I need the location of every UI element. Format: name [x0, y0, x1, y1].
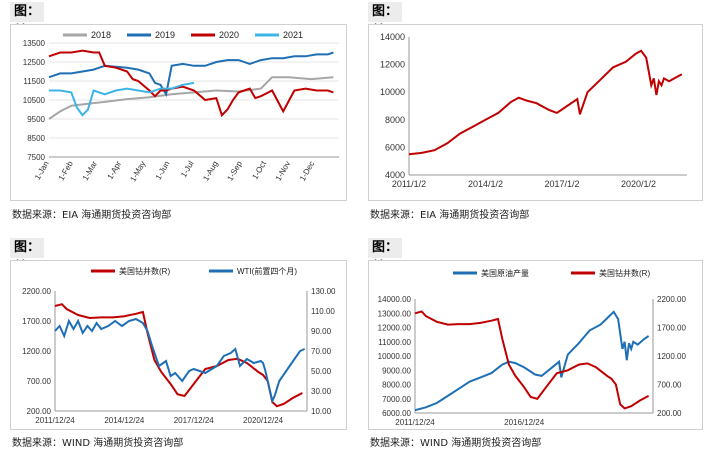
y-tick-label: 6000 — [385, 142, 405, 152]
y-right-tick-label: 700.00 — [657, 381, 682, 390]
data-source: 数据来源：EIA 海通期货投资咨询部 — [12, 210, 172, 221]
series-line-2020 — [48, 49, 334, 118]
x-tick-label: 1-Nov — [274, 160, 292, 183]
y-tick-label: 9500 — [27, 115, 45, 124]
chart-title: 图：美国原油产量与钻机数量 — [368, 238, 403, 375]
y-left-tick-label: 6000.00 — [382, 409, 411, 418]
y-tick-label: 8500 — [27, 134, 45, 143]
x-tick-label: 2014/12/24 — [104, 416, 145, 425]
chart-title: 图：美国原油产量 — [10, 2, 45, 79]
x-tick-label: 2014/1/2 — [468, 179, 503, 189]
legend-label: 美国原油产量 — [481, 268, 529, 278]
y-left-tick-label: 700.00 — [27, 377, 52, 386]
y-tick-label: 10000 — [380, 87, 405, 97]
legend-label: 2020 — [219, 30, 239, 40]
chart-frame: 14000 12000 10000 8000 6000 4000 2011/1/2 2014/… — [368, 24, 703, 201]
legend-label: 美国钻井数(R) — [599, 268, 650, 278]
legend-label: 2021 — [283, 30, 303, 40]
x-tick-label: 2011/12/24 — [35, 416, 75, 425]
y-left-tick-label: 11000.00 — [378, 338, 411, 347]
series-line-2019 — [48, 51, 334, 98]
y-left-tick-label: 13000.00 — [378, 309, 412, 318]
chart-frame: 13500 12500 11500 10500 9500 8500 7500 1-Jan 1-F… — [10, 24, 347, 201]
y-tick-label: 11500 — [23, 77, 45, 86]
series-line-美国钻井数(R) — [414, 310, 650, 410]
y-tick-label: 7500 — [27, 153, 45, 162]
x-tick-label: 1-Apr — [106, 159, 124, 181]
x-tick-label: 1-Jan — [33, 160, 51, 182]
y-right-tick-label: 50.00 — [311, 367, 332, 376]
y-left-tick-label: 8000.00 — [382, 381, 411, 390]
data-source: 数据来源：EIA 海通期货投资咨询部 — [370, 210, 530, 221]
y-tick-label: 8000 — [385, 115, 405, 125]
chart-svg: 14000.00 13000.00 12000.00 11000.00 10000.00… — [378, 268, 687, 427]
legend-label: WTI(前置四个月) — [237, 266, 297, 276]
y-left-tick-label: 1200.00 — [22, 347, 51, 356]
x-tick-label: 1-Dec — [298, 160, 316, 183]
x-tick-label: 2017/1/2 — [545, 179, 580, 189]
chart-title: 图：美国钻机数量与原油价格 — [10, 238, 45, 375]
x-tick-label: 2017/12/24 — [174, 416, 215, 425]
x-tick-label: 1-Sep — [225, 159, 244, 182]
y-left-tick-label: 200.00 — [27, 407, 52, 416]
y-right-tick-label: 1700.00 — [657, 324, 686, 333]
y-left-tick-label: 12000.00 — [378, 324, 412, 333]
y-left-tick-label: 9000.00 — [382, 366, 411, 375]
y-tick-label: 12500 — [23, 58, 46, 67]
y-right-tick-label: 10.00 — [311, 407, 332, 416]
y-right-tick-label: 110.00 — [311, 307, 335, 316]
y-tick-label: 14000 — [380, 32, 405, 42]
legend-label: 2018 — [91, 30, 111, 40]
y-left-tick-label: 14000.00 — [378, 295, 412, 304]
legend-label: 美国钻井数(R) — [119, 266, 170, 276]
x-tick-label: 1-Jul — [179, 159, 196, 179]
y-tick-label: 10500 — [23, 96, 46, 105]
legend-label: 2019 — [155, 30, 175, 40]
y-tick-label: 13500 — [23, 39, 46, 48]
chart-title: 图：美国原油产量 — [368, 2, 403, 79]
x-tick-label: 1-Feb — [57, 159, 76, 182]
x-tick-label: 2011/1/2 — [392, 179, 426, 189]
y-right-tick-label: 30.00 — [311, 387, 332, 396]
y-right-tick-label: 130.00 — [311, 287, 336, 296]
data-source: 数据来源：WIND 海通期货投资咨询部 — [370, 438, 542, 449]
y-left-tick-label: 7000.00 — [382, 395, 411, 404]
x-tick-label: 2011/12/24 — [395, 418, 435, 427]
series-line-production — [408, 49, 683, 156]
series-line-2021 — [49, 81, 195, 117]
x-tick-label: 2016/12/24 — [504, 418, 545, 427]
series-line-美国原油产量 — [414, 310, 650, 412]
series-line-WTI(前置四个月) — [54, 317, 306, 405]
series-line-2018 — [48, 76, 334, 120]
chart-svg: 2200.00 1700.00 1200.00 700.00 200.00 130.00 1… — [22, 266, 336, 425]
y-left-tick-label: 1700.00 — [22, 317, 51, 326]
data-source: 数据来源：WIND 海通期货投资咨询部 — [12, 438, 184, 449]
chart-frame: 2200.00 1700.00 1200.00 700.00 200.00 130.00 1… — [10, 260, 347, 430]
y-right-tick-label: 2200.00 — [657, 295, 686, 304]
y-tick-label: 12000 — [380, 60, 405, 70]
x-tick-label: 1-Jun — [154, 160, 172, 182]
x-tick-label: 1-Aug — [201, 160, 219, 183]
x-tick-label: 2020/12/24 — [243, 416, 284, 425]
chart-frame: 14000.00 13000.00 12000.00 11000.00 10000.00… — [368, 260, 703, 430]
y-right-tick-label: 200.00 — [657, 409, 682, 418]
series-line-美国钻井数(R) — [54, 303, 303, 408]
x-tick-label: 1-Oct — [250, 159, 268, 181]
y-right-tick-label: 1200.00 — [657, 352, 686, 361]
x-tick-label: 2020/1/2 — [621, 179, 656, 189]
x-tick-label: 1-Mar — [81, 159, 99, 182]
y-tick-label: 4000 — [385, 170, 405, 180]
y-right-tick-label: 90.00 — [311, 327, 332, 336]
x-tick-label: 1-May — [128, 160, 147, 184]
y-right-tick-label: 70.00 — [311, 347, 332, 356]
y-left-tick-label: 2200.00 — [22, 287, 51, 296]
y-left-tick-label: 10000.00 — [378, 352, 412, 361]
